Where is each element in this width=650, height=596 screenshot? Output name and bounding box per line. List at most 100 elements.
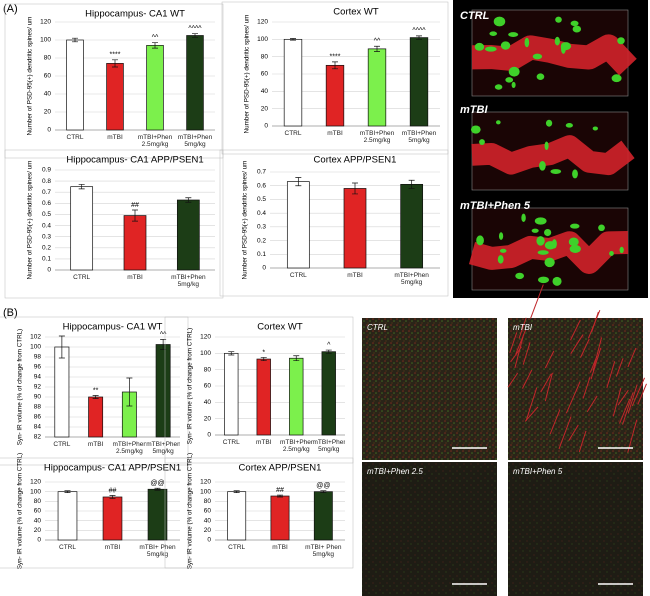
chart-frame bbox=[4, 3, 224, 159]
x-tick-label: mTBI+Phen 5mg/kg bbox=[312, 439, 346, 454]
spine bbox=[598, 224, 605, 232]
x-tick-label-box: mTBI bbox=[107, 134, 123, 141]
bar bbox=[313, 491, 333, 541]
y-tick-label: 0.5 bbox=[257, 196, 266, 203]
chart-title: Hippocampus- CA1 WT bbox=[63, 322, 163, 333]
fiber bbox=[525, 387, 538, 421]
x-tick-label: CTRL bbox=[289, 272, 307, 279]
y-tick-label: 100 bbox=[40, 37, 51, 44]
image-label: mTBI+Phen 5 bbox=[460, 200, 531, 212]
y-axis-label: Number of PSD-95(+) dendritic spines/ um bbox=[27, 161, 34, 280]
bar bbox=[146, 45, 164, 131]
y-tick-label: 0.7 bbox=[42, 189, 51, 196]
y-tick-label: 60 bbox=[261, 71, 269, 78]
fiber bbox=[627, 347, 637, 368]
spine bbox=[544, 229, 552, 237]
error-bar bbox=[374, 45, 380, 52]
fiber bbox=[590, 347, 602, 380]
chart-title: Cortex APP/PSEN1 bbox=[314, 155, 397, 166]
y-tick-label: 0.9 bbox=[42, 167, 51, 174]
bar bbox=[289, 357, 304, 436]
error-bar bbox=[152, 42, 158, 49]
fiber bbox=[570, 319, 581, 341]
x-tick-label: CTRL bbox=[66, 134, 84, 141]
y-tick-label: 20 bbox=[204, 415, 212, 422]
y-tick-label: 100 bbox=[257, 36, 268, 43]
y-axis-label: Syn- IR volume (% of change from CTRL) bbox=[17, 453, 24, 570]
spine bbox=[572, 169, 578, 179]
y-tick-label: 0.3 bbox=[257, 224, 266, 231]
fiber bbox=[619, 398, 631, 424]
x-tick-label: mTBI+ Phen 5mg/kg bbox=[139, 544, 176, 559]
y-tick-label: 0 bbox=[207, 432, 211, 439]
spine bbox=[521, 213, 526, 223]
fiber bbox=[509, 332, 518, 353]
image-label: mTBI bbox=[460, 104, 488, 116]
y-tick-label: 100 bbox=[30, 344, 41, 351]
micrograph bbox=[508, 318, 643, 460]
y-tick-label: 0.8 bbox=[42, 178, 51, 185]
dendrite bbox=[471, 135, 635, 176]
chart-frame bbox=[219, 149, 449, 297]
error-bar bbox=[154, 487, 161, 491]
image-label: mTBI+Phen 2.5 bbox=[367, 467, 423, 476]
x-tick-label: mTBI+Phen 2.5mg/kg bbox=[112, 441, 147, 456]
x-tick-label-box: CTRL bbox=[289, 272, 307, 279]
x-tick-label-box: CTRL bbox=[285, 130, 302, 137]
x-tick-label: mTBI+Phen 5mg/kg bbox=[177, 134, 213, 149]
y-tick-label: 88 bbox=[34, 404, 42, 411]
x-tick-label-box: mTBI+Phen 2.5mg/kg bbox=[112, 441, 147, 456]
x-tick-label: mTBI bbox=[107, 134, 123, 141]
spine bbox=[570, 223, 580, 229]
y-tick-label: 20 bbox=[44, 109, 52, 116]
bar bbox=[227, 491, 247, 541]
spine bbox=[494, 84, 503, 90]
spine bbox=[515, 272, 525, 280]
image-label: CTRL bbox=[460, 10, 490, 22]
spine bbox=[611, 74, 622, 83]
spine bbox=[524, 37, 530, 48]
error-bar bbox=[58, 335, 65, 359]
spine bbox=[544, 257, 555, 268]
fiber bbox=[570, 334, 584, 354]
significance: ^^ bbox=[160, 331, 167, 338]
x-tick-label-box: CTRL bbox=[73, 274, 90, 281]
bar bbox=[70, 186, 94, 271]
x-tick-label: CTRL bbox=[59, 544, 76, 551]
x-tick-label: mTBI bbox=[87, 441, 104, 448]
y-axis-label: Number of PSD-95(+) dendritic spines/ um bbox=[27, 17, 34, 136]
fiber bbox=[515, 329, 527, 355]
y-tick-label: 100 bbox=[200, 488, 211, 495]
fiber bbox=[530, 284, 544, 319]
fiber bbox=[612, 387, 622, 417]
x-tick-label-box: mTBI+Phen 2.5mg/kg bbox=[360, 130, 395, 144]
fiber bbox=[522, 342, 531, 365]
significance: ^^^^ bbox=[188, 26, 202, 33]
x-tick-label-box: mTBI bbox=[105, 544, 121, 551]
y-tick-label: 0.7 bbox=[257, 169, 266, 176]
x-tick-label-box: mTBI bbox=[327, 130, 343, 137]
y-axis-label: Syn- IR volume (% of change from CTRL) bbox=[187, 328, 194, 445]
error-bar bbox=[192, 33, 198, 38]
spine bbox=[552, 276, 562, 286]
x-tick-label-box: mTBI+Phen 5mg/kg bbox=[177, 134, 213, 149]
y-tick-label: 0.1 bbox=[42, 256, 51, 263]
panel-label: (B) bbox=[3, 307, 18, 319]
fiber bbox=[549, 409, 561, 435]
y-tick-label: 84 bbox=[34, 424, 42, 431]
spine bbox=[554, 36, 560, 46]
bar bbox=[106, 63, 124, 131]
error-bar bbox=[64, 490, 71, 493]
fiber bbox=[522, 369, 533, 389]
y-tick-label: 100 bbox=[30, 488, 41, 495]
y-tick-label: 100 bbox=[200, 350, 211, 357]
error-bar bbox=[109, 495, 116, 499]
fiber bbox=[578, 430, 587, 453]
dendrite bbox=[471, 34, 637, 76]
spine bbox=[508, 32, 519, 37]
spine bbox=[561, 43, 566, 54]
spine bbox=[555, 16, 562, 23]
bar bbox=[66, 39, 84, 131]
error-bar bbox=[72, 37, 78, 43]
